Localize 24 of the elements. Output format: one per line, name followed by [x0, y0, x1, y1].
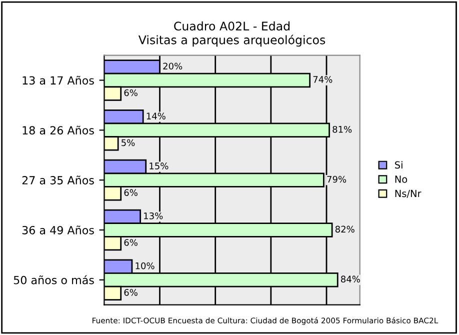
- data-label: 20%: [163, 62, 182, 70]
- data-label: 6%: [124, 288, 138, 296]
- data-label: 5%: [122, 139, 135, 146]
- data-label: 6%: [124, 189, 138, 196]
- y-tick-label: 36 a 49 Años: [22, 226, 94, 234]
- data-label: 81%: [332, 126, 352, 133]
- y-tick-label: 50 años o más: [14, 275, 94, 284]
- data-label: 14%: [146, 112, 166, 120]
- data-label: 79%: [327, 176, 346, 183]
- data-label: 6%: [124, 89, 138, 96]
- chart-title: Cuadro A02L - Edad Visitas a parques arqueológicos: [138, 21, 326, 47]
- data-label: 10%: [136, 262, 154, 270]
- data-label: 13%: [144, 212, 163, 220]
- data-label: 6%: [124, 239, 138, 246]
- y-tick-label: 13 a 17 Años: [22, 76, 94, 85]
- legend-label: Ns/Nr: [395, 190, 422, 198]
- data-label: 15%: [150, 162, 168, 170]
- data-label: 82%: [335, 226, 354, 233]
- y-tick-label: 18 a 26 Años: [22, 126, 94, 135]
- legend-label: No: [395, 176, 408, 183]
- data-label: 74%: [313, 76, 332, 83]
- legend-label: Si: [395, 161, 402, 169]
- y-tick-label: 27 a 35 Años: [22, 176, 94, 184]
- data-label: 84%: [341, 276, 360, 283]
